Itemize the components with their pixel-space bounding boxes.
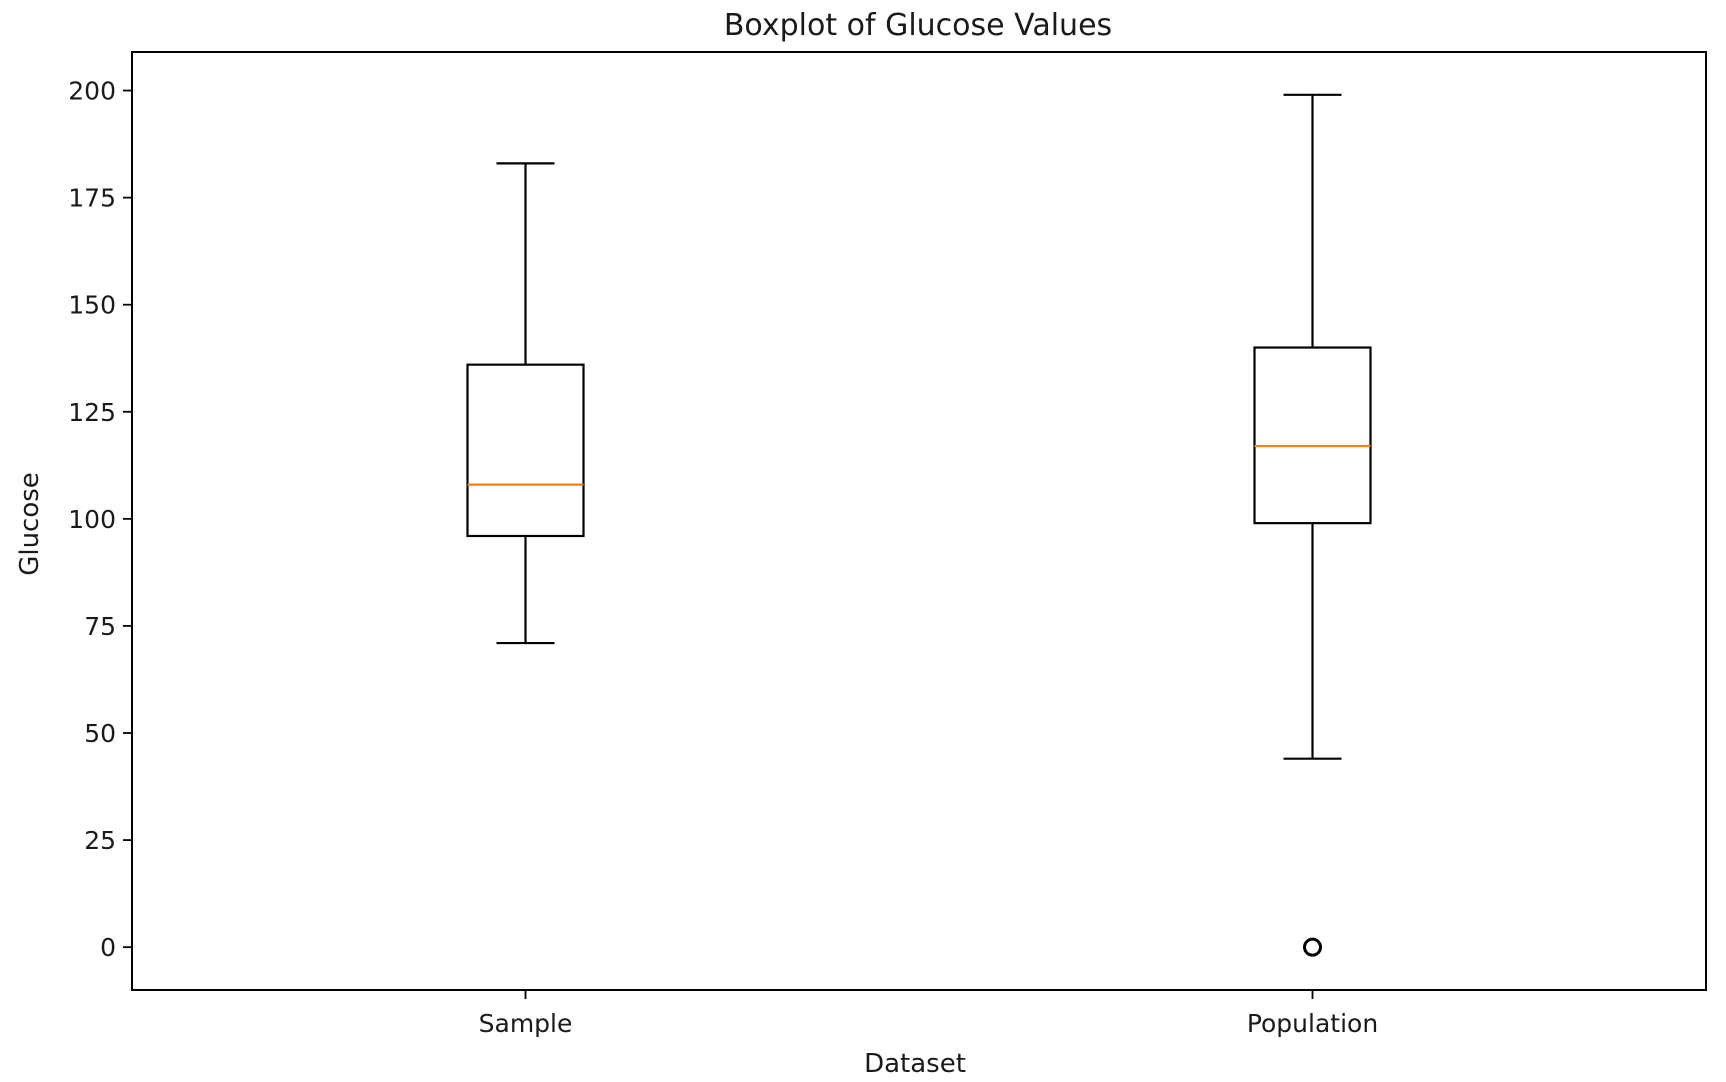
y-tick-label: 75 [84, 612, 116, 641]
y-tick-label: 200 [68, 77, 116, 106]
y-axis-label-group: Glucose [15, 472, 45, 576]
box-iqr [1253, 346, 1372, 525]
outlier-point [1303, 937, 1322, 957]
y-tick-label: 50 [84, 719, 116, 748]
y-tick-label: 125 [68, 398, 116, 427]
y-tick-label: 150 [68, 291, 116, 320]
plot-frame [131, 51, 1707, 991]
y-tick-label: 100 [68, 505, 116, 534]
y-tick-label: 175 [68, 184, 116, 213]
y-tick-label: 0 [100, 933, 116, 962]
x-tick-label: Sample [479, 1009, 573, 1038]
y-axis-label: Glucose [15, 472, 45, 576]
y-tick-label: 25 [84, 826, 116, 855]
chart-title: Boxplot of Glucose Values [724, 8, 1112, 43]
plot-area: 0 25 50 75 100 125 150 175 200 Sample Population [68, 51, 1707, 1038]
x-axis-label: Dataset [864, 1049, 966, 1078]
x-tick-label: Population [1247, 1009, 1378, 1038]
box-iqr [466, 363, 585, 538]
